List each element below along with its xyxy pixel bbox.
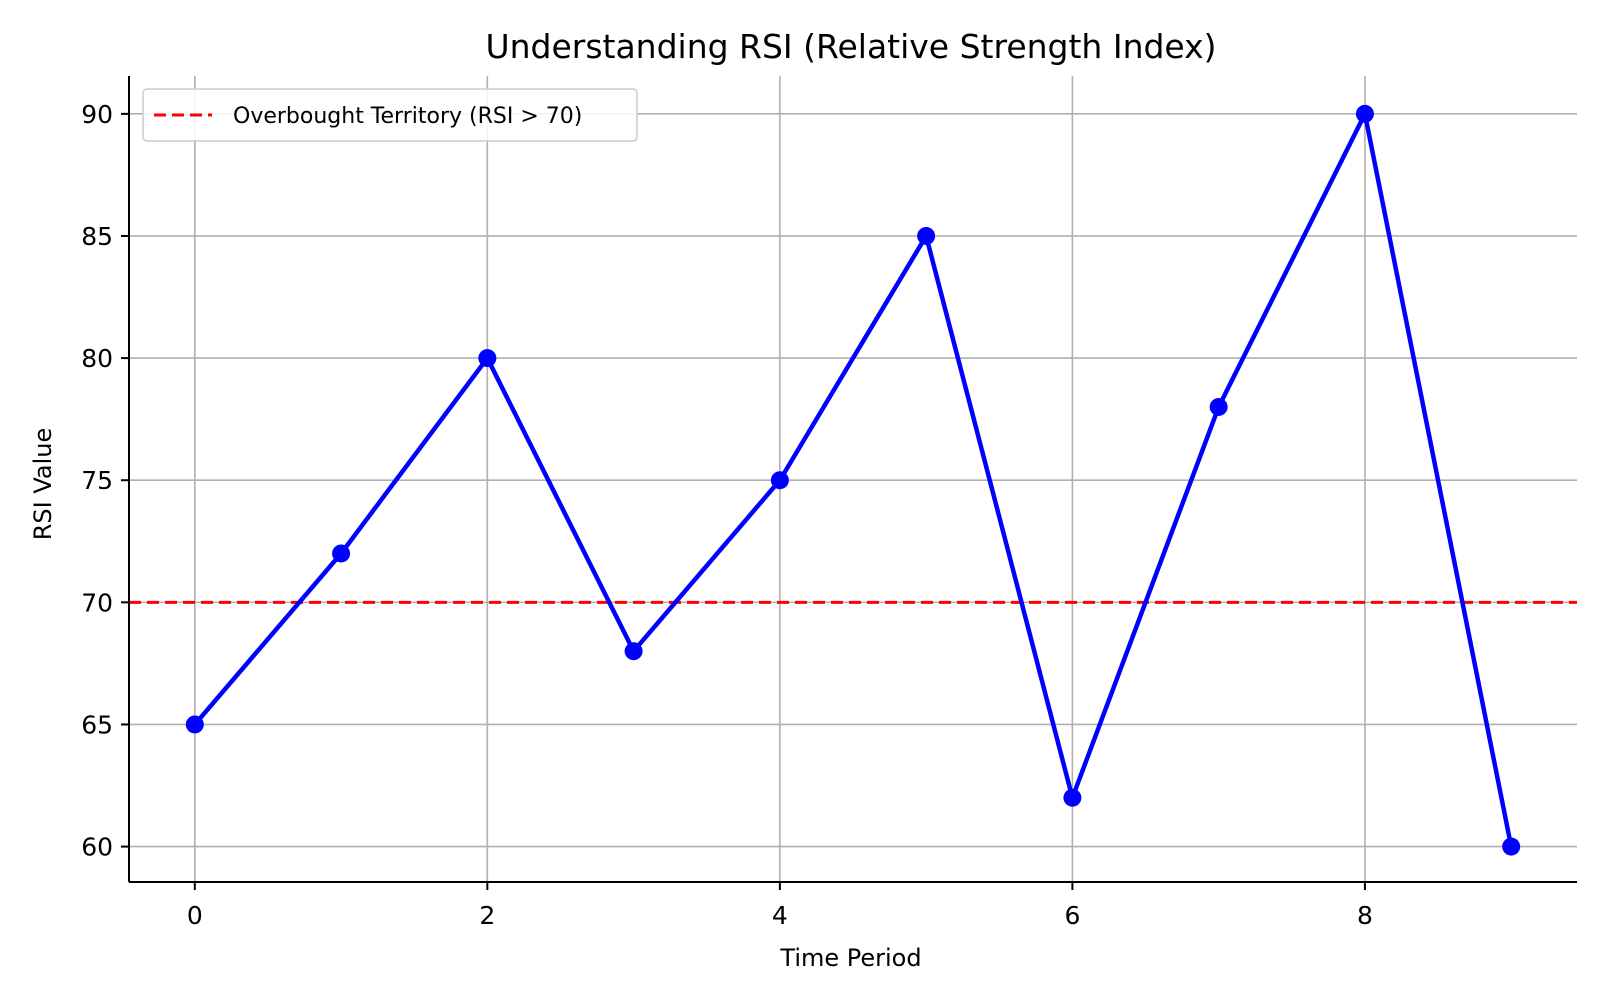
data-point: [185, 715, 204, 734]
y-tick-label: 65: [81, 710, 113, 739]
x-tick-label: 2: [479, 901, 495, 930]
x-tick-label: 8: [1357, 901, 1373, 930]
x-axis-label: Time Period: [779, 944, 921, 972]
y-tick-label: 70: [81, 588, 113, 617]
y-tick-label: 75: [81, 466, 113, 495]
tick-labels: 60 65 70 75 80 85 90 0 2 4 6 8: [81, 100, 1373, 930]
x-tick-label: 4: [772, 901, 788, 930]
y-axis-label: RSI Value: [29, 428, 57, 541]
rsi-series: [185, 104, 1521, 856]
axes: [121, 76, 1577, 890]
x-tick-label: 6: [1064, 901, 1080, 930]
legend-box: [142, 88, 638, 142]
x-tick-label: 0: [187, 901, 203, 930]
data-point: [1355, 104, 1374, 123]
data-point: [1502, 837, 1521, 856]
data-point: [624, 642, 643, 661]
data-point: [770, 471, 789, 490]
legend: Overbought Territory (RSI > 70): [142, 88, 638, 142]
y-tick-label: 80: [81, 344, 113, 373]
data-point: [917, 226, 936, 245]
y-tick-label: 90: [81, 100, 113, 129]
legend-label: Overbought Territory (RSI > 70): [233, 104, 582, 129]
data-point: [1209, 397, 1228, 416]
data-point: [332, 544, 351, 563]
grid-lines: [129, 76, 1577, 882]
data-point: [1063, 788, 1082, 807]
data-point: [478, 349, 497, 368]
y-tick-label: 85: [81, 222, 113, 251]
y-tick-label: 60: [81, 833, 113, 862]
chart-title: Understanding RSI (Relative Strength Ind…: [485, 27, 1216, 66]
series-line: [193, 111, 1514, 848]
